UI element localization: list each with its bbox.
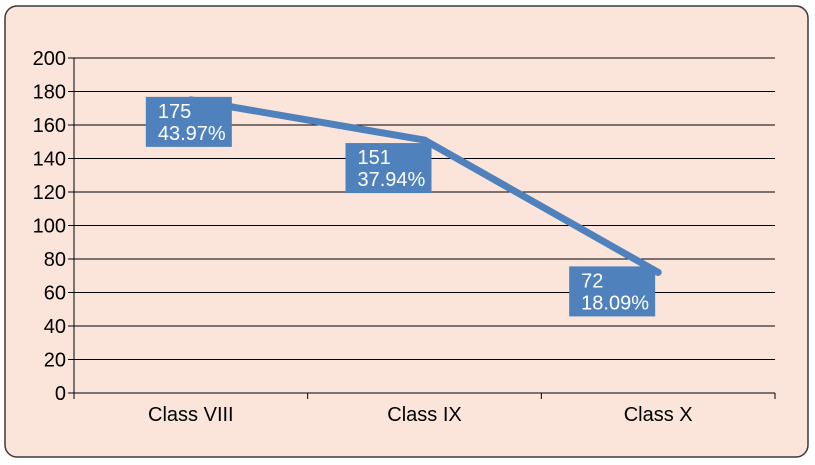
y-tick-label: 80 — [44, 249, 66, 271]
data-label-percent: 43.97% — [158, 123, 226, 145]
y-tick-label: 60 — [44, 283, 66, 305]
data-label-value: 151 — [358, 147, 391, 169]
data-label-box — [569, 266, 656, 317]
y-tick-label: 140 — [33, 149, 66, 171]
data-label-percent: 18.09% — [581, 292, 649, 314]
data-label-box — [145, 96, 232, 147]
y-tick-label: 120 — [33, 182, 66, 204]
y-tick-label: 180 — [33, 82, 66, 104]
data-point — [421, 136, 428, 144]
y-tick-label: 200 — [33, 48, 66, 70]
x-tick-label: Class X — [624, 404, 693, 426]
line-chart: 0 20 40 60 80 100 120 140 160 180 200 Class VIII Cla… — [4, 5, 809, 458]
y-tick-label: 20 — [44, 350, 66, 372]
data-label-box — [345, 143, 432, 194]
data-label-value: 175 — [158, 101, 191, 123]
chart-frame: 0 20 40 60 80 100 120 140 160 180 200 Class VIII Cla… — [4, 5, 809, 458]
data-label-value: 72 — [581, 270, 603, 292]
y-tick-label: 0 — [55, 383, 66, 405]
x-tick-label: Class VIII — [148, 404, 234, 426]
x-tick-label: Class IX — [387, 404, 461, 426]
y-tick-label: 160 — [33, 115, 66, 137]
chart-background — [4, 5, 809, 458]
data-point — [654, 268, 662, 276]
data-label-percent: 37.94% — [358, 169, 426, 191]
y-tick-label: 40 — [44, 316, 66, 338]
y-tick-label: 100 — [33, 216, 66, 238]
